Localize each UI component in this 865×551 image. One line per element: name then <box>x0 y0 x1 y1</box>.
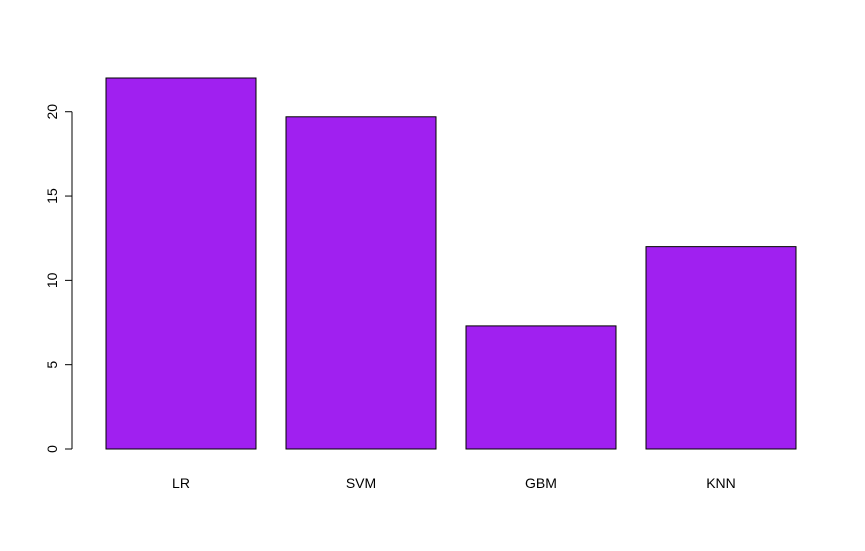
y-tick-label: 5 <box>44 361 60 369</box>
bar-knn <box>645 246 797 450</box>
x-category-label: LR <box>172 475 190 491</box>
y-tick-label: 0 <box>44 445 60 453</box>
bars-group <box>105 77 797 450</box>
bar-lr <box>105 77 257 450</box>
x-category-label: KNN <box>706 475 736 491</box>
x-category-label: SVM <box>346 475 376 491</box>
bar-gbm <box>465 325 617 450</box>
x-axis-labels: LR SVM GBM KNN <box>172 475 736 491</box>
bar-svm <box>285 116 437 450</box>
y-tick-label: 15 <box>44 188 60 204</box>
x-category-label: GBM <box>525 475 557 491</box>
y-tick-label: 10 <box>44 272 60 288</box>
y-tick-label: 20 <box>44 104 60 120</box>
y-axis: 0 5 10 15 20 <box>44 104 73 453</box>
